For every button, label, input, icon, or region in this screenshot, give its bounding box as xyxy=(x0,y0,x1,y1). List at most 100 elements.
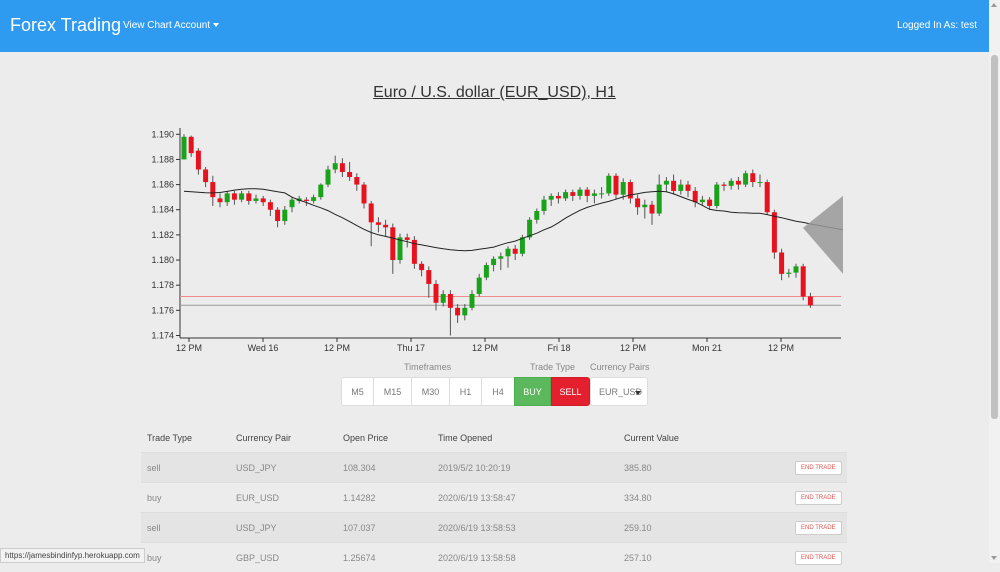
trade-type-label: Trade Type xyxy=(530,362,575,372)
cell-trade-type: sell xyxy=(141,453,230,483)
candle-body xyxy=(426,270,431,284)
candle-body xyxy=(462,308,467,316)
col-currency-pair: Currency Pair xyxy=(230,424,337,453)
cell-time-opened: 2020/6/19 13:58:47 xyxy=(432,483,618,513)
candle-body xyxy=(189,137,194,153)
candle-body xyxy=(218,198,223,202)
candle-body xyxy=(736,181,741,185)
candle-body xyxy=(743,173,748,184)
page-scrollbar[interactable] xyxy=(989,0,1000,563)
candle-body xyxy=(599,193,604,194)
candle-body xyxy=(340,163,345,172)
candle-body xyxy=(614,176,619,195)
candle-body xyxy=(722,185,727,186)
candle-body xyxy=(664,181,669,185)
candle-body xyxy=(786,273,791,274)
end-trade-button[interactable]: END TRADE xyxy=(795,551,842,565)
buy-button[interactable]: BUY xyxy=(514,377,551,406)
x-tick-label: Fri 18 xyxy=(547,343,570,353)
candle-body xyxy=(232,193,237,199)
cell-time-opened: 2020/6/19 13:58:58 xyxy=(432,543,618,572)
candle-body xyxy=(686,185,691,191)
x-tick-label: Thu 17 xyxy=(397,343,425,353)
candle-body xyxy=(808,297,813,306)
cell-open-price: 1.14282 xyxy=(337,483,432,513)
table-row: buy GBP_USD 1.25674 2020/6/19 13:58:58 2… xyxy=(141,543,847,572)
timeframe-h4-button[interactable]: H4 xyxy=(481,377,515,406)
candle-body xyxy=(268,202,273,210)
scroll-down-icon[interactable] xyxy=(991,556,997,560)
cell-trade-type: buy xyxy=(141,543,230,572)
nav-account-dropdown[interactable]: Account xyxy=(174,20,219,31)
timeframe-m15-button[interactable]: M15 xyxy=(373,377,412,406)
sell-button[interactable]: SELL xyxy=(551,377,590,406)
candlestick-chart[interactable]: 1.1901.1881.1861.1841.1821.1801.1781.176… xyxy=(140,120,850,355)
cell-currency-pair: USD_JPY xyxy=(230,513,337,543)
candle-body xyxy=(650,205,655,214)
candle-body xyxy=(794,266,799,272)
candle-body xyxy=(484,265,489,278)
scroll-up-icon[interactable] xyxy=(991,3,997,7)
end-trade-button[interactable]: END TRADE xyxy=(795,491,842,505)
candle-body xyxy=(578,190,583,196)
candle-body xyxy=(282,210,287,221)
candle-body xyxy=(729,181,734,186)
candle-body xyxy=(470,294,475,308)
candle-body xyxy=(801,266,806,296)
candle-body xyxy=(714,185,719,206)
y-tick-label: 1.190 xyxy=(151,129,174,139)
x-tick-label: 12 PM xyxy=(176,343,202,353)
candle-body xyxy=(750,173,755,182)
timeframe-m30-button[interactable]: M30 xyxy=(411,377,450,406)
candle-body xyxy=(606,176,611,194)
chevron-down-icon xyxy=(635,391,641,395)
candle-body xyxy=(210,182,215,197)
end-trade-button[interactable]: END TRADE xyxy=(795,521,842,535)
timeframes-label: Timeframes xyxy=(404,362,451,372)
cell-current-value: 385.80 xyxy=(618,453,789,483)
candle-body xyxy=(563,192,568,198)
candle-body xyxy=(405,237,410,240)
candle-body xyxy=(434,284,439,303)
col-open-price: Open Price xyxy=(337,424,432,453)
cell-action: END TRADE xyxy=(789,513,847,543)
cell-currency-pair: EUR_USD xyxy=(230,483,337,513)
candle-body xyxy=(246,193,251,201)
candle-body xyxy=(275,210,280,221)
candle-body xyxy=(585,190,590,196)
y-tick-label: 1.182 xyxy=(151,230,174,240)
nav-view-chart[interactable]: View Chart xyxy=(123,20,172,31)
candle-body xyxy=(621,182,626,195)
candle-body xyxy=(657,185,662,214)
scroll-thumb[interactable] xyxy=(991,55,998,419)
col-action xyxy=(789,424,847,453)
candle-body xyxy=(419,264,424,270)
candle-body xyxy=(225,193,230,202)
candle-body xyxy=(707,200,712,206)
table-row: sell USD_JPY 108.304 2019/5/2 10:20:19 3… xyxy=(141,453,847,483)
cell-time-opened: 2020/6/19 13:58:53 xyxy=(432,513,618,543)
candle-body xyxy=(491,259,496,265)
cell-time-opened: 2019/5/2 10:20:19 xyxy=(432,453,618,483)
navbar: Forex Trading View Chart Account Logged … xyxy=(0,0,989,52)
cell-current-value: 257.10 xyxy=(618,543,789,572)
end-trade-button[interactable]: END TRADE xyxy=(795,461,842,475)
cell-open-price: 1.25674 xyxy=(337,543,432,572)
currency-pair-select[interactable]: EUR_USD xyxy=(590,377,648,406)
y-tick-label: 1.178 xyxy=(151,280,174,290)
timeframe-m5-button[interactable]: M5 xyxy=(341,377,374,406)
candle-body xyxy=(477,278,482,294)
x-tick-label: Mon 21 xyxy=(692,343,722,353)
candle-body xyxy=(354,177,359,185)
candle-body xyxy=(311,197,316,201)
candle-body xyxy=(390,227,395,260)
candle-body xyxy=(506,249,511,257)
nav-account-label: Account xyxy=(174,20,210,31)
table-header-row: Trade Type Currency Pair Open Price Time… xyxy=(141,424,847,453)
brand-title[interactable]: Forex Trading xyxy=(10,15,121,36)
x-tick-label: 12 PM xyxy=(324,343,350,353)
timeframe-h1-button[interactable]: H1 xyxy=(449,377,482,406)
y-tick-label: 1.184 xyxy=(151,205,174,215)
col-trade-type: Trade Type xyxy=(141,424,230,453)
cell-open-price: 108.304 xyxy=(337,453,432,483)
